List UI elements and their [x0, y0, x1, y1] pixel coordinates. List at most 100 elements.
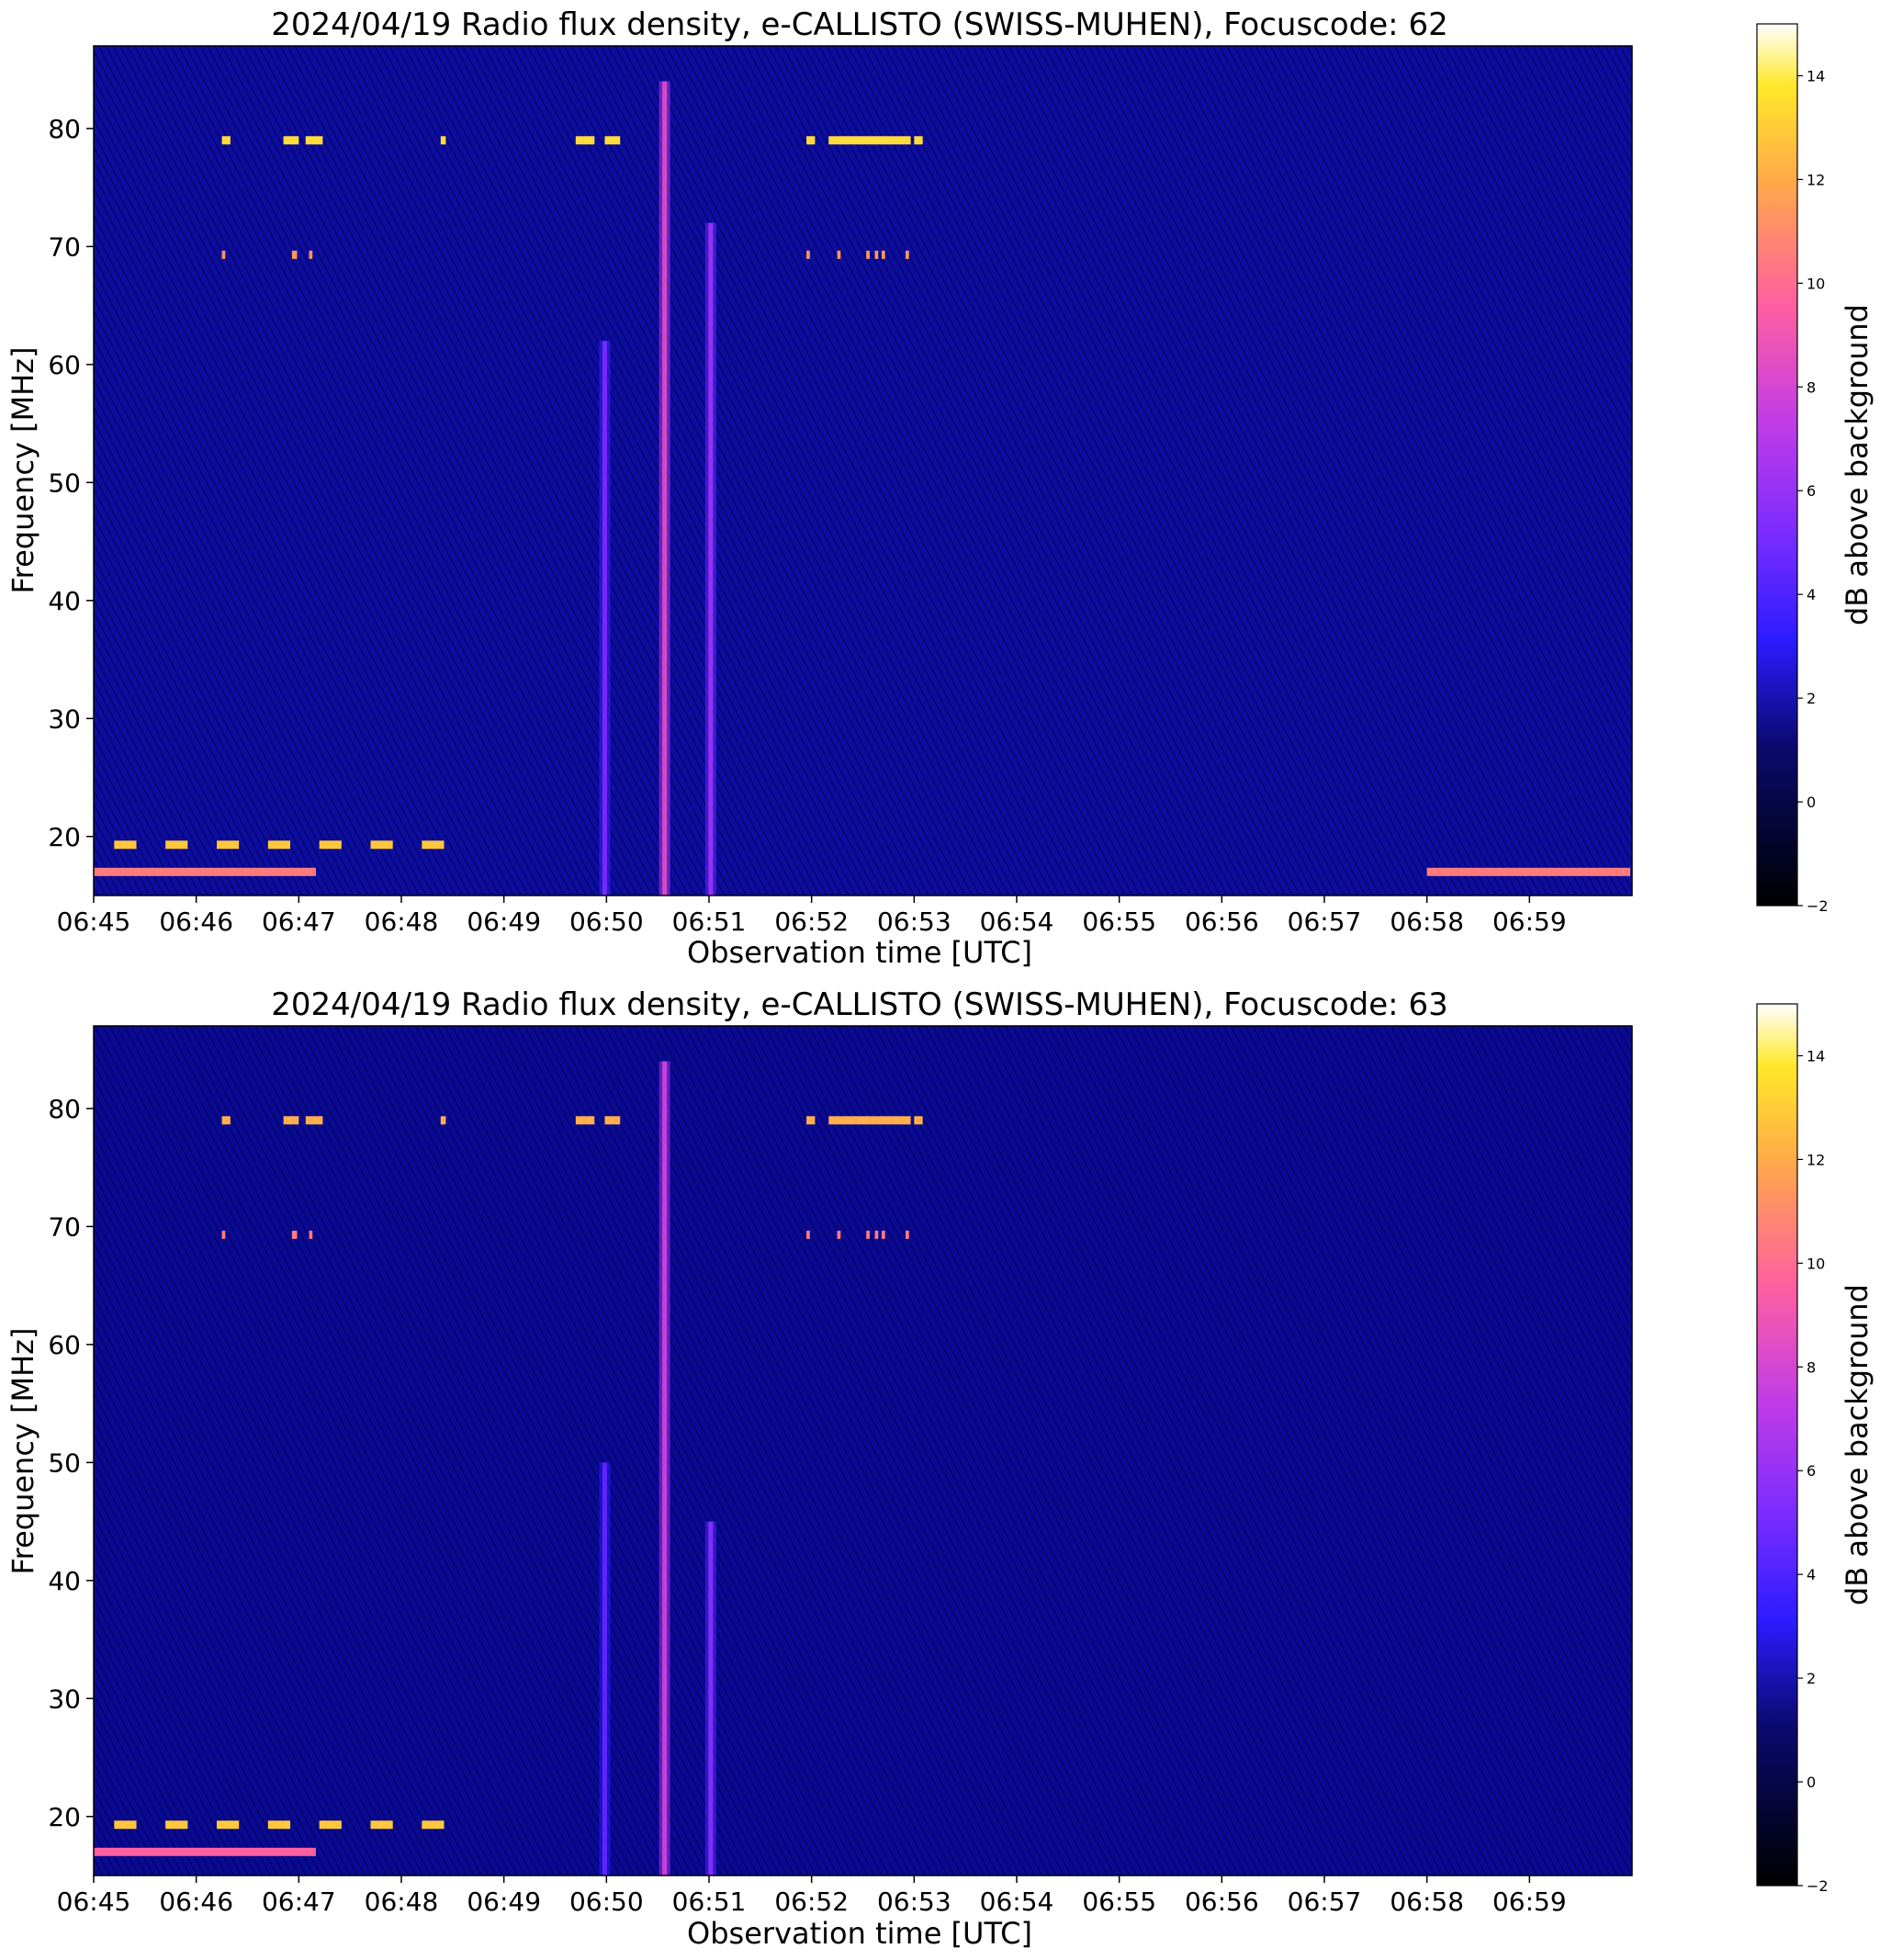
burst-column — [662, 81, 668, 896]
rfi-segment — [575, 1116, 595, 1125]
colorbar-tick-label: 14 — [1807, 67, 1825, 84]
rfi-segment — [440, 136, 446, 145]
colorbar-tick-label: −2 — [1807, 897, 1829, 915]
rfi-segment — [165, 840, 188, 850]
colorbar-tick-label: 4 — [1807, 1566, 1816, 1583]
x-tick-label: 06:56 — [1185, 907, 1259, 937]
x-tick-label: 06:58 — [1390, 907, 1464, 937]
y-tick-label: 70 — [48, 231, 81, 262]
chart-title: 2024/04/19 Radio flux density, e-CALLIST… — [271, 6, 1447, 43]
colorbar-label: dB above background — [1840, 1284, 1874, 1605]
rfi-segment — [806, 1230, 810, 1239]
plot-area — [93, 45, 1633, 896]
x-tick-label: 06:59 — [1492, 1887, 1567, 1917]
chart-title: 2024/04/19 Radio flux density, e-CALLIST… — [271, 986, 1447, 1023]
rfi-segment — [370, 1820, 393, 1830]
burst-column — [708, 1521, 714, 1876]
x-tick-label: 06:48 — [365, 1887, 439, 1917]
rfi-segment — [114, 840, 137, 850]
y-axis: 20 30 40 50 60 70 80 — [48, 114, 94, 852]
x-tick-label: 06:55 — [1082, 1887, 1156, 1917]
plot-area — [93, 1025, 1633, 1876]
y-tick-label: 60 — [48, 1330, 81, 1360]
x-tick-label: 06:48 — [365, 907, 439, 937]
burst-column — [708, 222, 714, 896]
colorbar-tick-label: 0 — [1807, 794, 1816, 811]
rfi-segment — [837, 250, 841, 259]
colorbar-tick-label: 12 — [1807, 171, 1825, 188]
rfi-segment — [874, 1230, 879, 1239]
rfi-segment — [914, 136, 923, 145]
x-tick-label: 06:54 — [980, 1887, 1054, 1917]
y-tick-label: 80 — [48, 1094, 81, 1124]
x-tick-label: 06:45 — [57, 1887, 131, 1917]
colorbar-tick-label: 10 — [1807, 1255, 1825, 1272]
rfi-segment — [267, 1820, 291, 1830]
colorbar-gradient — [1756, 23, 1798, 907]
rfi-segment — [319, 1820, 342, 1830]
rfi-segment — [604, 1116, 621, 1125]
rfi-segment — [291, 250, 298, 259]
y-tick-label: 70 — [48, 1211, 81, 1242]
x-tick-label: 06:57 — [1288, 907, 1362, 937]
colorbar-tick-label: 8 — [1807, 1358, 1816, 1376]
x-tick-label: 06:46 — [159, 1887, 233, 1917]
x-tick-label: 06:58 — [1390, 1887, 1464, 1917]
y-axis-label: Frequency [MHz] — [6, 1328, 40, 1575]
rfi-segment — [305, 136, 323, 145]
colorbar-label: dB above background — [1840, 304, 1874, 625]
x-tick-label: 06:45 — [57, 907, 131, 937]
rfi-segment — [866, 1230, 870, 1239]
x-tick-label: 06:57 — [1288, 1887, 1362, 1917]
colorbar-tick-label: 0 — [1807, 1774, 1816, 1791]
x-axis: 06:45 06:46 06:47 06:48 06:49 06:50 06:51 06:52… — [57, 896, 1567, 937]
plot-frame — [93, 1025, 1633, 1876]
x-tick-label: 06:55 — [1082, 907, 1156, 937]
y-tick-label: 30 — [48, 704, 81, 734]
rfi-segment — [806, 136, 816, 145]
rfi-segment — [828, 1116, 911, 1125]
colorbar-ticks: −2 0 2 4 6 8 10 12 14 — [1797, 67, 1829, 915]
rfi-segment — [165, 1820, 188, 1830]
y-tick-label: 50 — [48, 467, 81, 498]
plot-frame — [93, 45, 1633, 896]
y-tick-label: 40 — [48, 1566, 81, 1596]
x-tick-label: 06:47 — [262, 1887, 336, 1917]
rfi-segment — [806, 250, 810, 259]
y-tick-label: 80 — [48, 114, 81, 144]
x-axis: 06:45 06:46 06:47 06:48 06:49 06:50 06:51 06:52… — [57, 1876, 1567, 1917]
rfi-segment — [604, 136, 621, 145]
spectrogram-texture — [94, 1026, 1632, 1876]
burst-column — [662, 1061, 668, 1876]
rfi-segment — [881, 1230, 885, 1239]
y-tick-label: 50 — [48, 1447, 81, 1478]
spectrogram-texture — [94, 46, 1632, 896]
x-tick-label: 06:53 — [877, 1887, 951, 1917]
rfi-segment — [217, 1820, 240, 1830]
rfi-segment — [370, 840, 393, 850]
rfi-segment — [874, 250, 879, 259]
y-tick-label: 40 — [48, 586, 81, 616]
x-tick-label: 06:51 — [672, 1887, 747, 1917]
colorbar-tick-label: 6 — [1807, 1462, 1816, 1480]
rfi-segment — [866, 250, 870, 259]
colorbar-gradient — [1756, 1003, 1798, 1887]
y-axis-label: Frequency [MHz] — [6, 347, 40, 594]
colorbar-tick-label: −2 — [1807, 1877, 1829, 1895]
burst-column — [602, 1462, 607, 1876]
rfi-segment — [906, 250, 909, 259]
rfi-segment — [94, 867, 316, 876]
panel-focuscode-62: 2024/04/19 Radio flux density, e-CALLIST… — [6, 6, 1874, 970]
x-tick-label: 06:50 — [569, 907, 644, 937]
colorbar-tick-label: 12 — [1807, 1151, 1825, 1168]
heatmap-marks — [94, 81, 1631, 896]
rfi-segment — [283, 1116, 299, 1125]
x-tick-label: 06:51 — [672, 907, 747, 937]
x-tick-label: 06:50 — [569, 1887, 644, 1917]
x-tick-label: 06:52 — [774, 907, 849, 937]
x-tick-label: 06:54 — [980, 907, 1054, 937]
x-tick-label: 06:52 — [774, 1887, 849, 1917]
x-tick-label: 06:53 — [877, 907, 951, 937]
rfi-segment — [828, 136, 911, 145]
